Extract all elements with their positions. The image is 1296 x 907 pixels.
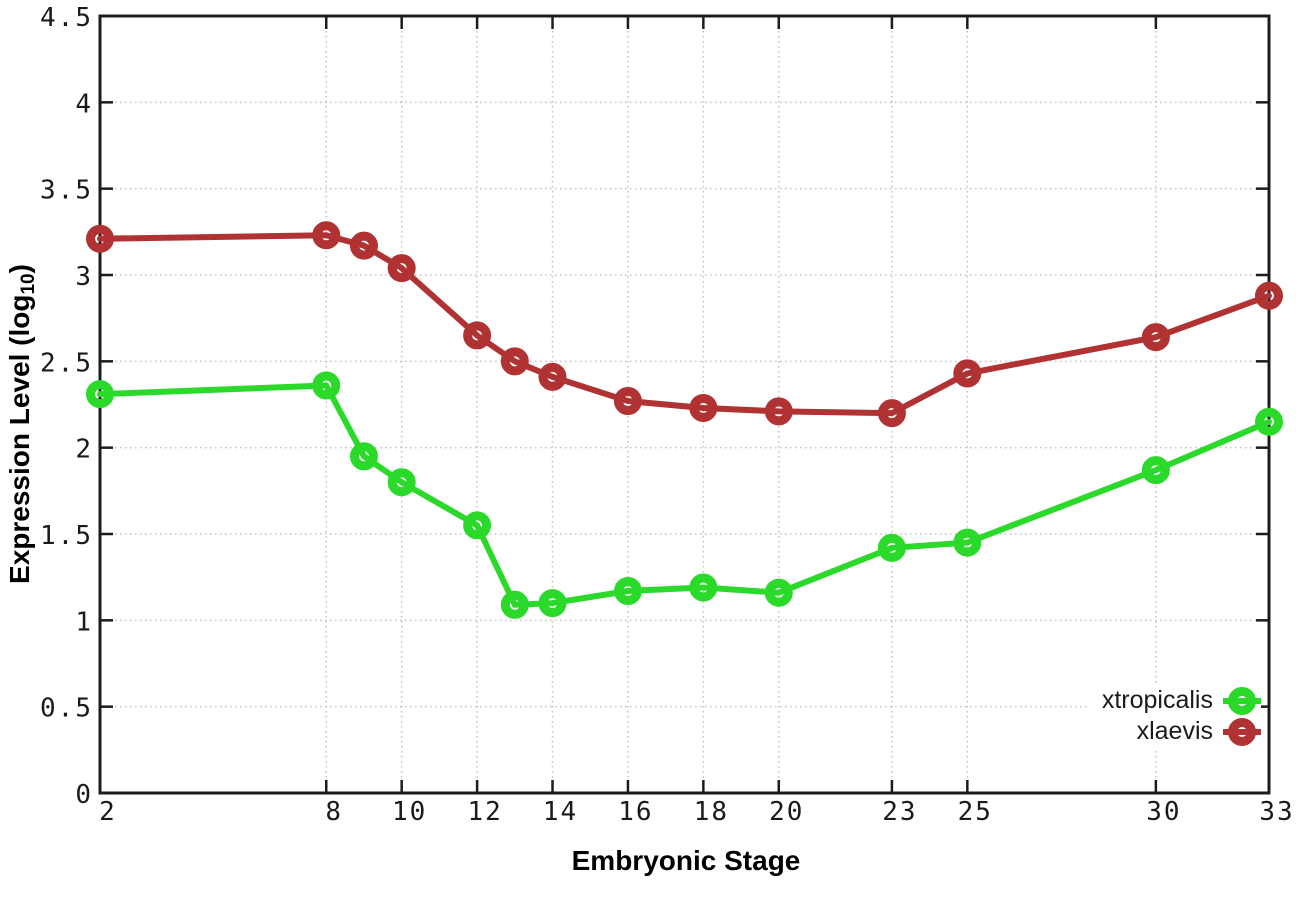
series-point-xtropicalis	[689, 573, 718, 602]
series-point-xtropicalis	[1141, 456, 1170, 485]
series-point-xtropicalis	[877, 533, 906, 562]
series-line-xtropicalis	[97, 382, 1272, 608]
x-axis-title: Embryonic Stage	[571, 845, 801, 876]
y-axis-title-subscript: 10	[18, 273, 40, 295]
line-point-sample-icon	[1223, 686, 1261, 715]
series-point-xlaevis	[312, 221, 341, 250]
series-point-xtropicalis	[463, 511, 492, 540]
y-axis-title-main: Expression Level (log	[3, 294, 35, 584]
line-point-sample-icon	[1223, 717, 1261, 746]
x-tick-label: 14	[543, 797, 578, 827]
series-point-xlaevis	[387, 254, 416, 283]
y-tick-label: 1	[75, 607, 93, 637]
x-tick-label: 33	[1259, 797, 1294, 827]
x-tick-label: 23	[882, 797, 917, 827]
x-tick-label: 10	[392, 797, 427, 827]
series-point-xlaevis	[463, 321, 492, 350]
y-tick-label: 3.5	[40, 176, 93, 206]
series-point-xlaevis	[764, 397, 793, 426]
legend-label: xtropicalis	[1101, 686, 1213, 714]
x-tick-label: 2	[99, 797, 117, 827]
series-point-xlaevis	[1255, 281, 1283, 310]
series-point-xlaevis	[1141, 323, 1170, 352]
series-point-xlaevis	[538, 362, 567, 391]
series-point-xtropicalis	[538, 589, 567, 618]
series-point-xtropicalis	[387, 468, 416, 497]
legend: xtropicalis xlaevis	[1087, 684, 1261, 748]
series-point-xlaevis	[500, 347, 529, 376]
y-tick-label: 2.5	[40, 348, 93, 378]
series-point-xtropicalis	[953, 528, 982, 557]
series-point-xlaevis	[877, 399, 906, 428]
series-point-xtropicalis	[500, 590, 529, 619]
series-point-xtropicalis	[86, 380, 114, 409]
y-tick-label: 0.5	[40, 694, 93, 724]
series-point-xtropicalis	[613, 576, 642, 605]
x-tick-label: 30	[1146, 797, 1181, 827]
series-point-xlaevis	[953, 359, 982, 388]
legend-item-xlaevis: xlaevis	[1102, 716, 1261, 747]
y-tick-label: 3	[75, 262, 93, 292]
series-point-xlaevis	[86, 224, 114, 253]
y-tick-label: 1.5	[40, 521, 93, 551]
y-tick-label: 4.5	[40, 3, 93, 33]
series-point-xtropicalis	[312, 371, 341, 400]
y-axis-title-end: )	[3, 264, 35, 274]
y-tick-label: 2	[75, 435, 93, 465]
y-tick-label: 0	[75, 780, 93, 810]
x-tick-label: 25	[958, 797, 993, 827]
series-point-xtropicalis	[349, 442, 378, 471]
series-point-xtropicalis	[1255, 407, 1283, 436]
legend-item-xtropicalis: xtropicalis	[1102, 685, 1261, 716]
series-point-xlaevis	[613, 387, 642, 416]
series-point-xtropicalis	[764, 578, 793, 607]
series-point-xlaevis	[689, 393, 718, 422]
series-point-xlaevis	[349, 231, 378, 260]
x-tick-label: 16	[618, 797, 653, 827]
y-tick-label: 4	[75, 89, 93, 119]
x-tick-label: 12	[467, 797, 502, 827]
y-axis-title: Expression Level (log10)	[4, 264, 40, 584]
x-tick-label: 18	[694, 797, 729, 827]
legend-label: xlaevis	[1136, 717, 1213, 745]
x-tick-label: 8	[325, 797, 343, 827]
x-tick-label: 20	[769, 797, 804, 827]
